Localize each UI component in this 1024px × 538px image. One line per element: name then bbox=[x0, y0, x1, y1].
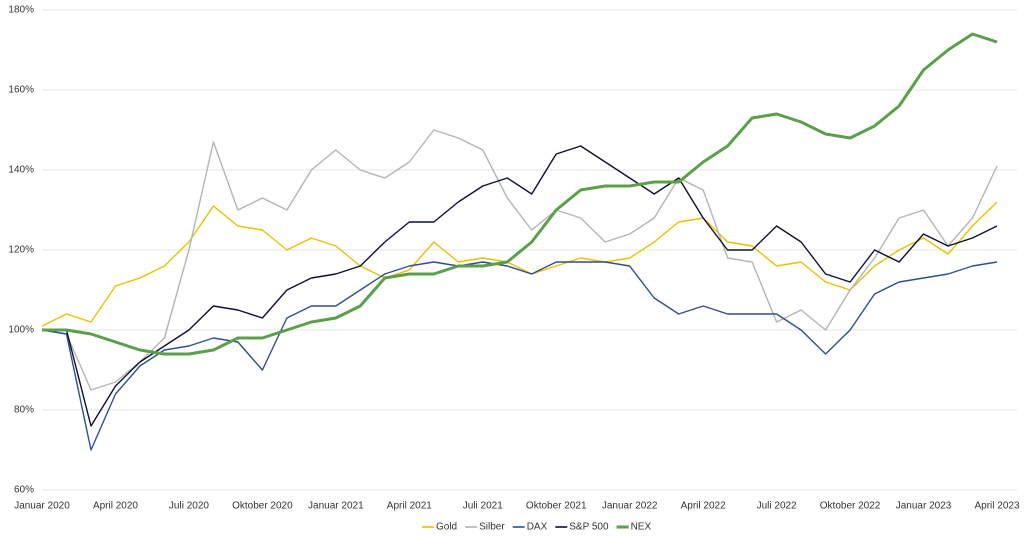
x-tick-label: Oktober 2021 bbox=[526, 501, 587, 512]
x-tick-label: Juli 2020 bbox=[169, 501, 209, 512]
y-tick-label: 180% bbox=[8, 5, 34, 16]
x-tick-label: April 2020 bbox=[93, 501, 138, 512]
y-tick-label: 60% bbox=[14, 485, 34, 496]
series-line bbox=[41, 129, 998, 391]
series-line bbox=[42, 145, 998, 427]
x-tick-label: April 2021 bbox=[387, 501, 432, 512]
legend-label: S&P 500 bbox=[569, 522, 609, 533]
x-tick-label: April 2022 bbox=[681, 501, 726, 512]
x-tick-label: Oktober 2020 bbox=[232, 501, 293, 512]
x-tick-label: Januar 2020 bbox=[14, 501, 70, 512]
x-tick-label: Oktober 2022 bbox=[820, 501, 881, 512]
x-tick-label: Januar 2021 bbox=[308, 501, 364, 512]
legend-label: Gold bbox=[436, 522, 457, 533]
series-line bbox=[41, 261, 998, 451]
legend-label: Silber bbox=[479, 522, 505, 533]
y-tick-label: 100% bbox=[8, 325, 34, 336]
series-line bbox=[42, 32, 998, 356]
x-tick-label: Januar 2022 bbox=[602, 501, 658, 512]
x-tick-label: April 2023 bbox=[974, 501, 1019, 512]
y-tick-label: 160% bbox=[8, 85, 34, 96]
x-tick-label: Januar 2023 bbox=[896, 501, 952, 512]
series-line bbox=[41, 201, 998, 327]
legend-label: DAX bbox=[527, 522, 548, 533]
x-tick-label: Juli 2022 bbox=[757, 501, 797, 512]
legend-label: NEX bbox=[631, 522, 652, 533]
y-tick-label: 120% bbox=[8, 245, 34, 256]
y-tick-label: 80% bbox=[14, 405, 34, 416]
x-tick-label: Juli 2021 bbox=[463, 501, 503, 512]
y-tick-label: 140% bbox=[8, 165, 34, 176]
